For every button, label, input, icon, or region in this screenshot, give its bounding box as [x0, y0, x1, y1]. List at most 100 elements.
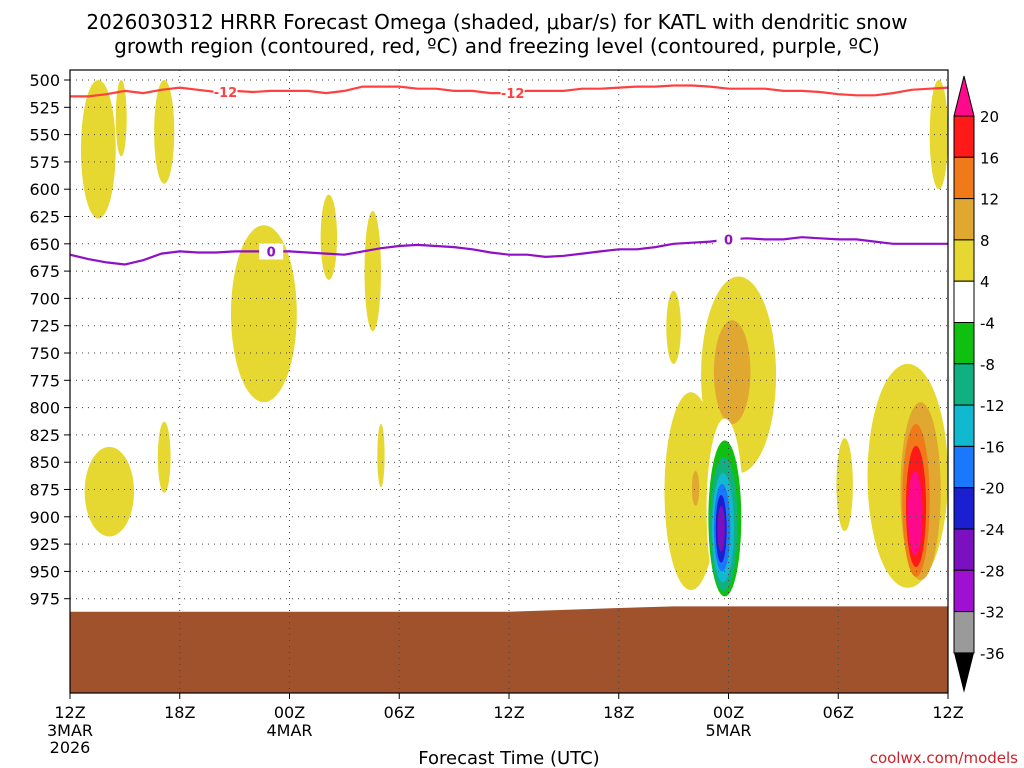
y-tick-label-10: 750 — [29, 344, 60, 363]
y-tick-label-14: 850 — [29, 453, 60, 472]
colorbar-swatch-5 — [953, 280, 975, 324]
colorbar-swatch-10 — [953, 487, 975, 530]
colorbar-swatch-2 — [953, 156, 975, 200]
credit-text: coolwx.com/models — [870, 749, 1018, 767]
freezing-level-contour-label-1: 0 — [724, 233, 733, 248]
y-tick-label-18: 950 — [29, 562, 60, 581]
omega-region-2 — [154, 80, 175, 184]
colorbar-label-10: -24 — [980, 521, 1005, 539]
colorbar-label-6: -8 — [980, 356, 995, 374]
omega-region-8 — [377, 423, 385, 488]
y-tick-label-15: 875 — [29, 481, 60, 500]
freezing-level-contour-label-bg-1 — [716, 231, 741, 248]
colorbar-label-4: 4 — [980, 273, 990, 291]
plot-frame — [69, 69, 949, 694]
colorbar-label-0: 20 — [980, 108, 999, 126]
snow-growth-contour-label-0: -12 — [214, 86, 238, 101]
omega-region-20 — [907, 470, 923, 556]
colorbar-swatch-9 — [953, 445, 975, 489]
y-tick-label-7: 675 — [29, 262, 60, 281]
colorbar-label-2: 12 — [980, 191, 999, 209]
omega-region-12 — [836, 438, 853, 531]
chart-title-line-1: 2026030312 HRRR Forecast Omega (shaded, … — [86, 10, 907, 34]
colorbar-swatch-13 — [953, 611, 975, 654]
snow-growth-contour-label-1: -12 — [501, 87, 525, 102]
colorbar-swatch-8 — [953, 404, 975, 447]
x-tick-label-0: 12Z — [54, 703, 85, 722]
colorbar-swatch-6 — [953, 322, 975, 365]
freezing-level-contour-label-0: 0 — [267, 245, 276, 260]
omega-region-26 — [726, 80, 731, 102]
colorbar-label-5: -4 — [980, 315, 995, 333]
omega-region-16 — [691, 470, 700, 506]
grid-lines — [70, 70, 948, 693]
x-tick-label-8: 12Z — [932, 703, 963, 722]
omega-region-14 — [929, 80, 948, 190]
y-tick-label-12: 800 — [29, 399, 60, 418]
colorbar-label-1: 16 — [980, 149, 999, 167]
x-tick-label-2: 00Z — [274, 703, 305, 722]
colorbar-swatch-7 — [953, 363, 975, 406]
omega-region-24 — [728, 538, 802, 605]
x-axis-label: Forecast Time (UTC) — [418, 748, 599, 768]
x-tick-sublabel-2-0: 4MAR — [266, 721, 312, 740]
x-tick-sublabel-0-1: 2026 — [50, 738, 91, 757]
colorbar-swatch-11 — [953, 528, 975, 571]
snow-growth-contour-label-bg-0 — [213, 84, 238, 101]
colorbar: 20 16 12 8 4 -4 -8 -12 -16 -20 -24 -28 -32 -36 — [953, 75, 1005, 693]
y-tick-label-1: 525 — [29, 98, 60, 117]
omega-region-22 — [104, 576, 162, 610]
omega-shading — [80, 79, 948, 610]
x-tick-label-4: 12Z — [493, 703, 524, 722]
x-tick-label-3: 06Z — [384, 703, 415, 722]
freezing-level-contour-label-bg-0 — [259, 243, 284, 260]
x-tick-label-6: 00Z — [713, 703, 744, 722]
x-tick-label-1: 18Z — [164, 703, 195, 722]
colorbar-label-7: -12 — [980, 397, 1005, 415]
y-tick-label-11: 775 — [29, 371, 60, 390]
colorbar-swatch-3 — [953, 198, 975, 241]
omega-region-21 — [82, 276, 118, 392]
freezing-level-contour-line — [70, 236, 948, 266]
colorbar-label-11: -28 — [980, 562, 1005, 580]
colorbar-label-12: -32 — [980, 604, 1005, 622]
y-tick-label-8: 700 — [29, 289, 60, 308]
colorbar-label-8: -16 — [980, 438, 1005, 456]
contour-lines: -12 -12 0 0 — [70, 84, 948, 266]
omega-region-7 — [157, 421, 171, 493]
colorbar-cap-bottom — [954, 652, 974, 693]
x-tick-label-5: 18Z — [603, 703, 634, 722]
colorbar-label-13: -36 — [980, 645, 1005, 663]
y-tick-label-9: 725 — [29, 317, 60, 336]
x-tick-sublabel-0-0: 3MAR — [47, 721, 93, 740]
omega-region-15 — [713, 320, 751, 424]
omega-region-32 — [717, 505, 725, 552]
y-tick-label-16: 900 — [29, 508, 60, 527]
colorbar-swatch-4 — [953, 239, 975, 282]
chart-title-line-2: growth region (contoured, red, ºC) and f… — [114, 34, 880, 58]
colorbar-swatch-1 — [953, 115, 975, 158]
y-tick-label-4: 600 — [29, 180, 60, 199]
omega-region-1 — [115, 80, 127, 157]
y-tick-label-6: 650 — [29, 235, 60, 254]
y-tick-label-0: 500 — [29, 71, 60, 90]
omega-region-5 — [364, 211, 381, 332]
y-tick-label-2: 550 — [29, 126, 60, 145]
snow-growth-contour-label-bg-1 — [500, 85, 525, 102]
omega-region-23 — [291, 565, 409, 610]
colorbar-swatch-12 — [953, 569, 975, 613]
y-tick-label-3: 575 — [29, 153, 60, 172]
y-axis-ticks: 500 525 550 575 600 625 650 675 700 725 750 775 800 8… — [29, 71, 70, 609]
y-tick-label-19: 975 — [29, 590, 60, 609]
omega-region-3 — [230, 225, 297, 403]
omega-region-9 — [664, 392, 718, 590]
x-tick-sublabel-6-0: 5MAR — [705, 721, 751, 740]
terrain-polygon — [70, 606, 948, 693]
colorbar-cap-top — [953, 75, 975, 117]
y-tick-label-17: 925 — [29, 535, 60, 554]
omega-region-10 — [666, 290, 681, 364]
y-tick-label-5: 625 — [29, 208, 60, 227]
omega-region-0 — [80, 79, 116, 219]
